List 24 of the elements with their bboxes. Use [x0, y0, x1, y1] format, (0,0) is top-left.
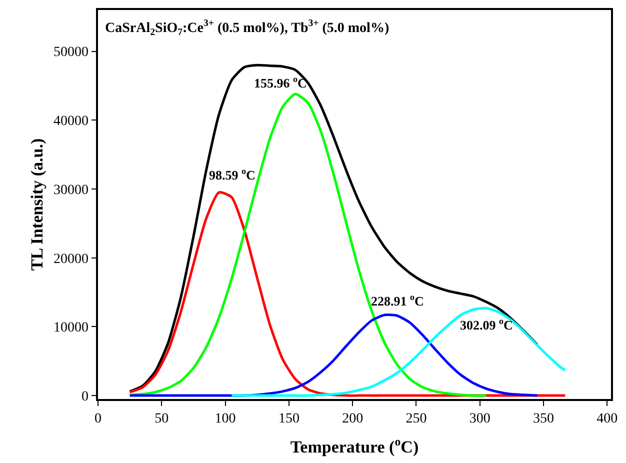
line-series [128, 64, 538, 393]
x-tick-label: 50 [154, 412, 169, 427]
line-series [128, 314, 538, 397]
x-tick-label: 250 [406, 412, 427, 427]
y-tick-label: 40000 [53, 114, 88, 130]
x-tick-label: 200 [342, 412, 364, 427]
y-tick-label: 20000 [53, 252, 88, 267]
x-tick-label: 350 [533, 412, 554, 427]
x-tick-label: 150 [278, 412, 300, 427]
annotation: 228.91 $^{o}$C [371, 292, 424, 308]
x-tick-label: 100 [214, 412, 236, 427]
annotation: 98.59 $^{o}$C [209, 166, 256, 182]
y-axis-title: TL Intensity (a.u.) [28, 138, 46, 271]
x-tick-label: 300 [469, 412, 490, 427]
y-tick-label: 30000 [53, 182, 88, 198]
x-axis-title: Temperature ($^{o}$C) [290, 434, 419, 456]
x-tick-label: 0 [94, 412, 102, 427]
annotation: 302.09 $^{o}$C [460, 316, 513, 332]
y-tick-label: 10000 [53, 320, 88, 336]
line-series [230, 306, 566, 397]
chart-title: CaSrAl$_{2}$SiO$_{7}$:Ce$^{3+}$ (0.5 mol%), Tb$^{3+}$ (5.0 mol%) [105, 18, 390, 38]
y-tick-label: 50000 [53, 45, 88, 60]
y-tick-label: 0 [81, 389, 88, 404]
x-tick-label: 400 [596, 412, 618, 427]
